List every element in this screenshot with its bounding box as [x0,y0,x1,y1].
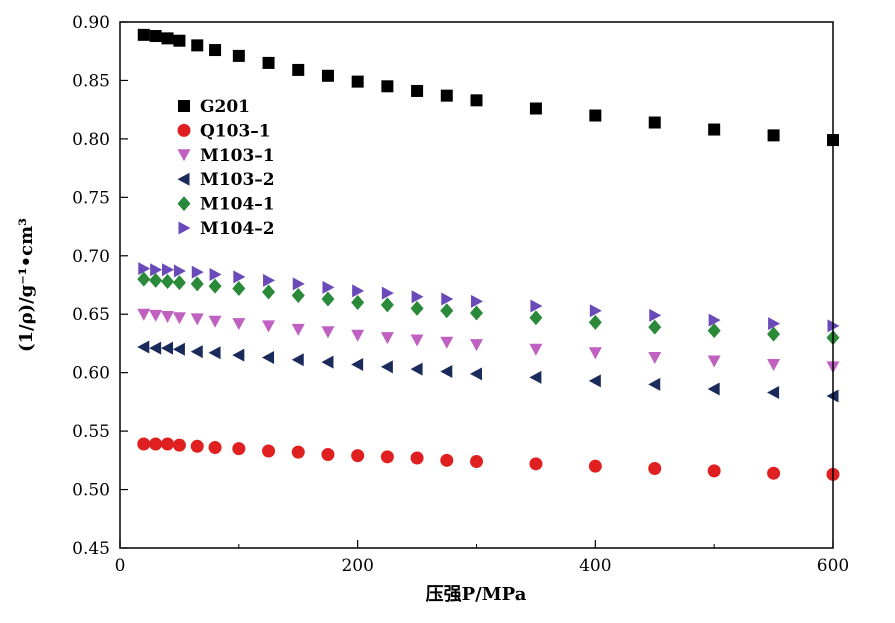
data-point [162,32,174,44]
data-point [322,70,334,82]
y-axis-title: (1/ρ)/g⁻¹•cm³ [16,218,37,352]
data-point [589,460,602,473]
data-point [352,76,364,88]
data-point [321,448,334,461]
data-point [381,80,393,92]
y-tick-label: 0.45 [72,539,110,559]
data-point [440,454,453,467]
data-point [150,30,162,42]
data-point [708,124,720,136]
data-point [529,457,542,470]
data-point [470,455,483,468]
y-tick-label: 0.65 [72,305,110,325]
data-point [292,446,305,459]
x-tick-label: 600 [817,556,849,576]
data-point [441,90,453,102]
data-point [708,464,721,477]
y-tick-label: 0.90 [72,13,110,33]
data-point [292,64,304,76]
legend-marker [178,124,191,137]
legend-label: M103–2 [200,170,275,190]
y-tick-label: 0.85 [72,71,110,91]
y-tick-label: 0.60 [72,364,110,384]
legend-label: M103–1 [200,146,275,166]
y-tick-label: 0.75 [72,188,110,208]
data-point [411,85,423,97]
data-point [137,437,150,450]
data-point [262,444,275,457]
data-point [209,44,221,56]
data-point [173,35,185,47]
y-tick-label: 0.55 [72,422,110,442]
legend-label: G201 [200,97,250,117]
data-point [232,442,245,455]
data-point [381,450,394,463]
y-tick-label: 0.70 [72,247,110,267]
x-tick-label: 200 [341,556,373,576]
data-point [351,449,364,462]
legend-label: Q103–1 [200,121,271,141]
data-point [191,39,203,51]
scatter-chart: 0 200 400 600 0.45 0.50 0.55 0.60 0.65 0.70 0.75 0… [0,0,895,618]
data-point [767,467,780,480]
data-point [411,451,424,464]
y-tick-label: 0.80 [72,130,110,150]
data-point [173,439,186,452]
data-point [161,437,174,450]
data-point [649,117,661,129]
chart-figure: 0 200 400 600 0.45 0.50 0.55 0.60 0.65 0.70 0.75 0… [0,0,895,618]
y-tick-label: 0.50 [72,481,110,501]
data-point [589,110,601,122]
data-point [768,129,780,141]
legend-label: M104–1 [200,195,275,215]
data-point [530,102,542,114]
data-point [149,437,162,450]
legend-label: M104–2 [200,219,275,239]
x-axis-title: 压强P/MPa [426,584,527,605]
x-tick-label: 400 [579,556,611,576]
data-point [138,29,150,41]
x-tick-label: 0 [115,556,126,576]
data-point [263,57,275,69]
data-point [233,50,245,62]
data-point [209,441,222,454]
data-point [471,94,483,106]
legend-marker [178,100,190,112]
data-point [191,440,204,453]
data-point [648,462,661,475]
